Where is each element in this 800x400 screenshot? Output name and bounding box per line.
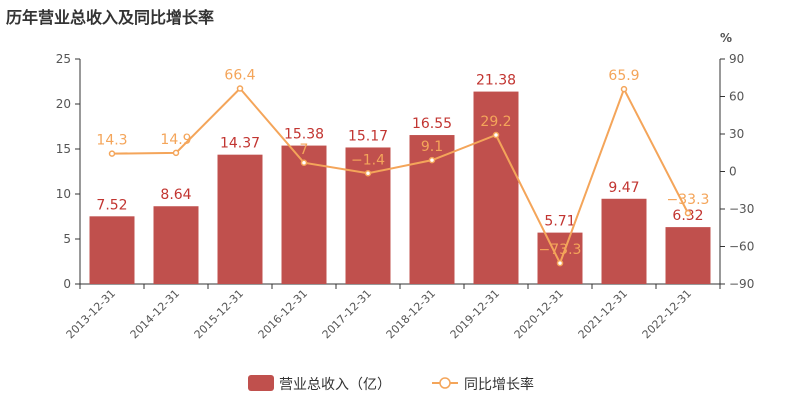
- left-y-tick-label: 5: [63, 232, 71, 246]
- line-point: [684, 209, 692, 217]
- bar-data-label: 21.38: [476, 73, 516, 89]
- bar: [665, 227, 711, 284]
- bar-data-label: 14.37: [220, 136, 260, 152]
- bar: [601, 198, 647, 284]
- x-tick-label: 2017-12-31: [320, 287, 374, 341]
- bar-data-label: 9.47: [608, 180, 639, 196]
- left-y-tick-label: 25: [56, 52, 71, 66]
- line-data-label: 29.2: [480, 114, 511, 130]
- bar: [281, 145, 327, 284]
- right-y-tick-label: 90: [729, 52, 744, 66]
- bar: [153, 206, 199, 284]
- bar: [89, 216, 135, 284]
- bar: [217, 154, 263, 284]
- line-point: [172, 149, 180, 157]
- line-point: [108, 150, 116, 157]
- right-y-unit-label: %: [720, 31, 732, 45]
- line-point: [620, 85, 628, 93]
- line-point: [236, 85, 244, 92]
- line-data-label: 66.4: [224, 68, 255, 84]
- x-tick-label: 2019-12-31: [448, 287, 502, 341]
- line-point: [364, 170, 372, 177]
- line-data-label: −33.3: [667, 192, 710, 208]
- bar: [537, 232, 583, 284]
- legend-line-marker: [439, 377, 451, 389]
- line-point: [556, 259, 564, 267]
- x-tick-label: 2015-12-31: [192, 287, 246, 341]
- x-tick-label: 2021-12-31: [576, 287, 630, 341]
- right-y-tick-label: −30: [729, 202, 754, 216]
- line-data-label: 14.9: [160, 132, 191, 148]
- bar-data-label: 15.17: [348, 128, 388, 144]
- right-y-tick-label: 0: [729, 165, 737, 179]
- right-y-tick-label: 30: [729, 127, 744, 141]
- line-data-label: 14.3: [96, 133, 127, 149]
- line-data-label: −1.4: [351, 152, 385, 168]
- line-point: [300, 159, 308, 166]
- x-tick-label: 2014-12-31: [128, 287, 182, 341]
- growth-rate-line: [111, 86, 689, 266]
- bar-data-label: 7.52: [96, 197, 127, 213]
- right-y-tick-label: 60: [729, 90, 744, 104]
- left-y-tick-label: 10: [56, 187, 71, 201]
- left-y-tick-label: 20: [56, 97, 71, 111]
- left-y-tick-label: 0: [63, 277, 71, 291]
- line-point: [428, 156, 436, 164]
- line-data-label: 65.9: [608, 68, 639, 84]
- legend-bar-swatch: [248, 375, 274, 391]
- legend-bar-label: 营业总收入（亿）: [279, 377, 391, 393]
- x-tick-label: 2022-12-31: [640, 287, 694, 341]
- bar-data-label: 15.38: [284, 127, 324, 143]
- line-data-label: −73.3: [539, 242, 582, 258]
- line-point: [492, 131, 500, 139]
- x-tick-label: 2018-12-31: [384, 287, 438, 341]
- right-y-tick-label: −90: [729, 277, 754, 291]
- x-tick-label: 2020-12-31: [512, 287, 566, 341]
- chart-title: 历年营业总收入及同比增长率: [6, 8, 215, 27]
- bar-data-label: 8.64: [160, 187, 191, 203]
- x-tick-label: 2013-12-31: [64, 287, 118, 341]
- right-y-tick-label: −60: [729, 240, 754, 254]
- x-tick-label: 2016-12-31: [256, 287, 310, 341]
- bar-data-label: 5.71: [544, 214, 575, 230]
- line-data-label: 9.1: [421, 139, 443, 155]
- line-data-label: 7: [300, 142, 309, 158]
- bar: [473, 91, 519, 284]
- legend-line-label: 同比增长率: [464, 376, 534, 393]
- bar-data-label: 16.55: [412, 116, 452, 132]
- left-y-tick-label: 15: [56, 142, 71, 156]
